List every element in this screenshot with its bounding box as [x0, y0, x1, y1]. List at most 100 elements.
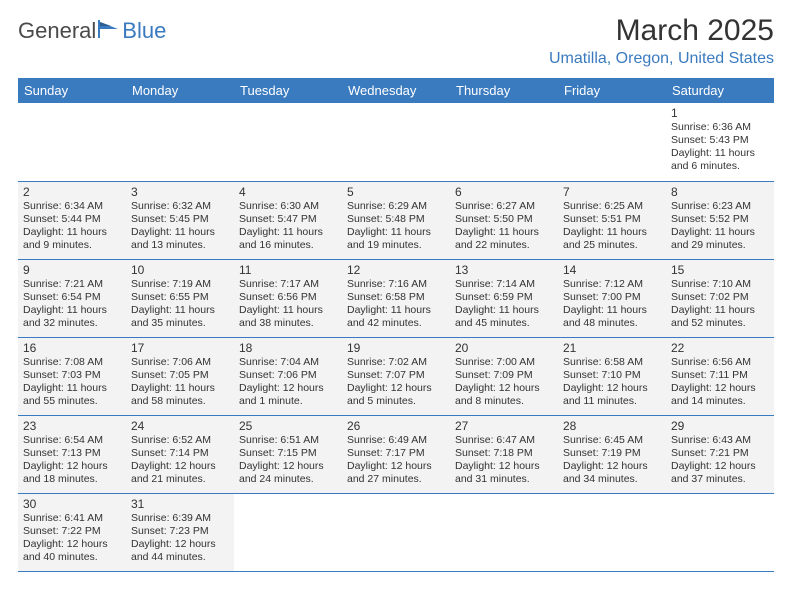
- daylight-text: Daylight: 11 hours and 42 minutes.: [347, 304, 445, 330]
- sunrise-text: Sunrise: 7:08 AM: [23, 356, 121, 369]
- calendar-table: SundayMondayTuesdayWednesdayThursdayFrid…: [18, 78, 774, 572]
- daylight-text: Daylight: 12 hours and 40 minutes.: [23, 538, 121, 564]
- calendar-day-cell: 1Sunrise: 6:36 AMSunset: 5:43 PMDaylight…: [666, 103, 774, 181]
- day-number: 5: [347, 185, 445, 199]
- day-number: 31: [131, 497, 229, 511]
- daylight-text: Daylight: 12 hours and 44 minutes.: [131, 538, 229, 564]
- day-number: 19: [347, 341, 445, 355]
- sunset-text: Sunset: 7:07 PM: [347, 369, 445, 382]
- day-number: 25: [239, 419, 337, 433]
- day-number: 7: [563, 185, 661, 199]
- day-header: Tuesday: [234, 78, 342, 103]
- day-number: 16: [23, 341, 121, 355]
- day-number: 10: [131, 263, 229, 277]
- day-number: 9: [23, 263, 121, 277]
- calendar-day-cell: 3Sunrise: 6:32 AMSunset: 5:45 PMDaylight…: [126, 181, 234, 259]
- sunrise-text: Sunrise: 6:30 AM: [239, 200, 337, 213]
- sunrise-text: Sunrise: 6:49 AM: [347, 434, 445, 447]
- sunrise-text: Sunrise: 6:25 AM: [563, 200, 661, 213]
- calendar-week: 2Sunrise: 6:34 AMSunset: 5:44 PMDaylight…: [18, 181, 774, 259]
- daylight-text: Daylight: 12 hours and 8 minutes.: [455, 382, 553, 408]
- sunset-text: Sunset: 7:15 PM: [239, 447, 337, 460]
- daylight-text: Daylight: 11 hours and 25 minutes.: [563, 226, 661, 252]
- day-header-row: SundayMondayTuesdayWednesdayThursdayFrid…: [18, 78, 774, 103]
- month-title: March 2025: [549, 14, 774, 48]
- sunrise-text: Sunrise: 7:12 AM: [563, 278, 661, 291]
- sunrise-text: Sunrise: 6:23 AM: [671, 200, 769, 213]
- day-header: Monday: [126, 78, 234, 103]
- calendar-empty-cell: [558, 493, 666, 571]
- day-number: 28: [563, 419, 661, 433]
- day-info: Sunrise: 7:06 AMSunset: 7:05 PMDaylight:…: [131, 356, 229, 409]
- daylight-text: Daylight: 12 hours and 11 minutes.: [563, 382, 661, 408]
- sunrise-text: Sunrise: 7:04 AM: [239, 356, 337, 369]
- calendar-day-cell: 26Sunrise: 6:49 AMSunset: 7:17 PMDayligh…: [342, 415, 450, 493]
- calendar-day-cell: 11Sunrise: 7:17 AMSunset: 6:56 PMDayligh…: [234, 259, 342, 337]
- sunset-text: Sunset: 7:02 PM: [671, 291, 769, 304]
- sunrise-text: Sunrise: 7:00 AM: [455, 356, 553, 369]
- sunrise-text: Sunrise: 7:10 AM: [671, 278, 769, 291]
- sunset-text: Sunset: 7:00 PM: [563, 291, 661, 304]
- sunrise-text: Sunrise: 7:21 AM: [23, 278, 121, 291]
- daylight-text: Daylight: 11 hours and 52 minutes.: [671, 304, 769, 330]
- calendar-week: 9Sunrise: 7:21 AMSunset: 6:54 PM Daylight…: [18, 259, 774, 337]
- sunset-text: Sunset: 6:54 PM: [23, 291, 121, 304]
- sunset-text: Sunset: 7:18 PM: [455, 447, 553, 460]
- day-info: Sunrise: 6:30 AMSunset: 5:47 PMDaylight:…: [239, 200, 337, 253]
- calendar-day-cell: 12Sunrise: 7:16 AMSunset: 6:58 PMDayligh…: [342, 259, 450, 337]
- calendar-day-cell: 24Sunrise: 6:52 AMSunset: 7:14 PMDayligh…: [126, 415, 234, 493]
- calendar-week: 16Sunrise: 7:08 AMSunset: 7:03 PMDayligh…: [18, 337, 774, 415]
- day-info: Sunrise: 7:14 AMSunset: 6:59 PMDaylight:…: [455, 278, 553, 331]
- day-info: Sunrise: 6:32 AMSunset: 5:45 PMDaylight:…: [131, 200, 229, 253]
- day-number: 18: [239, 341, 337, 355]
- calendar-day-cell: 21Sunrise: 6:58 AMSunset: 7:10 PMDayligh…: [558, 337, 666, 415]
- daylight-text: Daylight: 12 hours and 18 minutes.: [23, 460, 121, 486]
- calendar-day-cell: 9Sunrise: 7:21 AMSunset: 6:54 PMDaylight…: [18, 259, 126, 337]
- day-info: Sunrise: 6:39 AMSunset: 7:23 PMDaylight:…: [131, 512, 229, 565]
- sunset-text: Sunset: 7:21 PM: [671, 447, 769, 460]
- calendar-day-cell: 19Sunrise: 7:02 AMSunset: 7:07 PMDayligh…: [342, 337, 450, 415]
- day-number: 1: [671, 106, 769, 120]
- location-subtitle: Umatilla, Oregon, United States: [549, 50, 774, 68]
- daylight-text: Daylight: 11 hours and 58 minutes.: [131, 382, 229, 408]
- calendar-day-cell: 15Sunrise: 7:10 AMSunset: 7:02 PMDayligh…: [666, 259, 774, 337]
- daylight-text: Daylight: 12 hours and 27 minutes.: [347, 460, 445, 486]
- calendar-week: 30Sunrise: 6:41 AMSunset: 7:22 PMDayligh…: [18, 493, 774, 571]
- daylight-text: Daylight: 12 hours and 1 minute.: [239, 382, 337, 408]
- day-number: 11: [239, 263, 337, 277]
- day-info: Sunrise: 6:47 AMSunset: 7:18 PMDaylight:…: [455, 434, 553, 487]
- calendar-day-cell: 13Sunrise: 7:14 AMSunset: 6:59 PMDayligh…: [450, 259, 558, 337]
- calendar-day-cell: 8Sunrise: 6:23 AMSunset: 5:52 PMDaylight…: [666, 181, 774, 259]
- daylight-text: Daylight: 11 hours and 35 minutes.: [131, 304, 229, 330]
- daylight-text: Daylight: 12 hours and 34 minutes.: [563, 460, 661, 486]
- calendar-empty-cell: [558, 103, 666, 181]
- sunrise-text: Sunrise: 7:19 AM: [131, 278, 229, 291]
- day-number: 27: [455, 419, 553, 433]
- sunrise-text: Sunrise: 6:51 AM: [239, 434, 337, 447]
- day-info: Sunrise: 6:27 AMSunset: 5:50 PMDaylight:…: [455, 200, 553, 253]
- sunset-text: Sunset: 7:09 PM: [455, 369, 553, 382]
- day-header: Saturday: [666, 78, 774, 103]
- daylight-text: Daylight: 11 hours and 45 minutes.: [455, 304, 553, 330]
- calendar-day-cell: 22Sunrise: 6:56 AMSunset: 7:11 PMDayligh…: [666, 337, 774, 415]
- day-number: 8: [671, 185, 769, 199]
- calendar-day-cell: 14Sunrise: 7:12 AMSunset: 7:00 PMDayligh…: [558, 259, 666, 337]
- logo-text-general: General: [18, 18, 96, 44]
- sunset-text: Sunset: 5:52 PM: [671, 213, 769, 226]
- logo-flag-icon: [98, 20, 120, 38]
- calendar-day-cell: 4Sunrise: 6:30 AMSunset: 5:47 PMDaylight…: [234, 181, 342, 259]
- day-info: Sunrise: 6:41 AMSunset: 7:22 PMDaylight:…: [23, 512, 121, 565]
- sunrise-text: Sunrise: 6:58 AM: [563, 356, 661, 369]
- sunrise-text: Sunrise: 6:27 AM: [455, 200, 553, 213]
- daylight-text: Daylight: 11 hours and 55 minutes.: [23, 382, 121, 408]
- sunset-text: Sunset: 7:03 PM: [23, 369, 121, 382]
- sunrise-text: Sunrise: 7:16 AM: [347, 278, 445, 291]
- day-info: Sunrise: 6:51 AMSunset: 7:15 PMDaylight:…: [239, 434, 337, 487]
- day-number: 21: [563, 341, 661, 355]
- day-number: 14: [563, 263, 661, 277]
- daylight-text: Daylight: 12 hours and 5 minutes.: [347, 382, 445, 408]
- day-number: 20: [455, 341, 553, 355]
- sunset-text: Sunset: 6:59 PM: [455, 291, 553, 304]
- day-number: 12: [347, 263, 445, 277]
- sunset-text: Sunset: 7:11 PM: [671, 369, 769, 382]
